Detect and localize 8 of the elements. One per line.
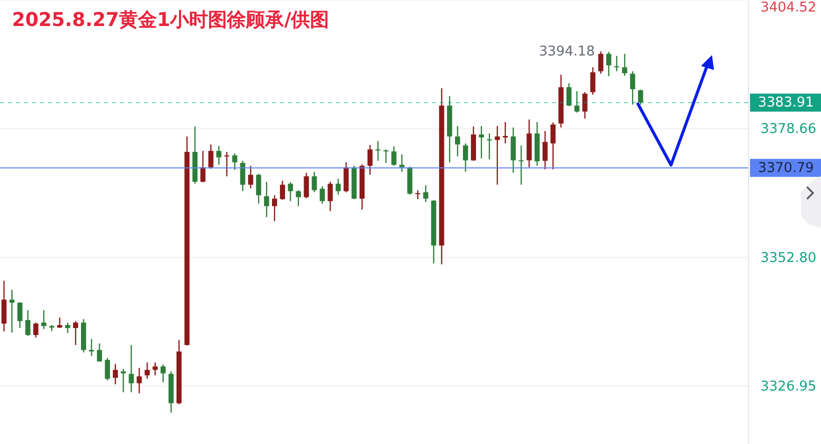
ref-line-label: 3370.79 — [758, 160, 814, 176]
y-tick-label: 3404.52 — [760, 0, 816, 16]
text: 2025.8.27黄金1小时图徐顾承/供图 — [12, 9, 330, 31]
y-tick-label: 3378.66 — [760, 121, 816, 138]
annotation: 3394.18 — [538, 43, 595, 60]
y-tick-label: 3326.95 — [760, 378, 816, 395]
ref-line-label: 3383.91 — [758, 94, 814, 111]
y-tick-label: 3352.80 — [760, 250, 816, 266]
